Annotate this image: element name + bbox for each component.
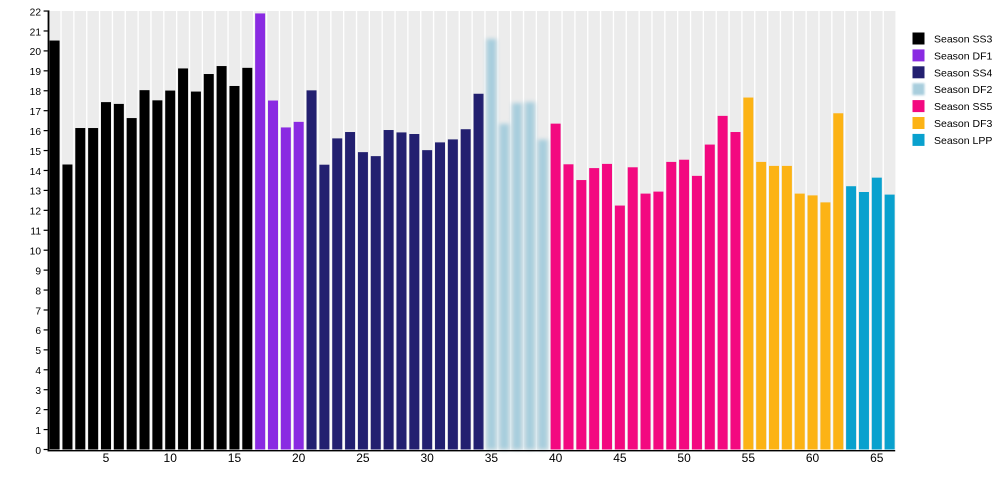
svg-text:1: 1 — [35, 426, 41, 437]
svg-text:5: 5 — [35, 346, 41, 357]
svg-text:Season DF2: Season DF2 — [934, 84, 993, 96]
svg-text:25: 25 — [356, 451, 370, 465]
svg-text:0: 0 — [35, 446, 41, 457]
svg-text:21: 21 — [30, 27, 42, 38]
svg-text:30: 30 — [420, 451, 434, 465]
svg-text:55: 55 — [742, 451, 756, 465]
svg-text:17: 17 — [30, 107, 42, 118]
svg-text:Season DF1: Season DF1 — [934, 50, 993, 62]
svg-text:20: 20 — [292, 451, 306, 465]
svg-text:60: 60 — [806, 451, 820, 465]
svg-text:45: 45 — [613, 451, 627, 465]
svg-text:Season SS4: Season SS4 — [934, 67, 993, 79]
svg-text:Season SS3: Season SS3 — [934, 34, 993, 46]
svg-text:50: 50 — [677, 451, 691, 465]
svg-text:13: 13 — [30, 187, 42, 198]
svg-text:Season SS5: Season SS5 — [934, 101, 993, 113]
svg-text:11: 11 — [30, 227, 41, 238]
svg-text:19: 19 — [30, 67, 42, 78]
svg-text:65: 65 — [870, 451, 884, 465]
svg-text:40: 40 — [549, 451, 563, 465]
svg-text:10: 10 — [164, 451, 178, 465]
svg-text:3: 3 — [35, 386, 41, 397]
svg-text:10: 10 — [30, 247, 42, 258]
svg-text:Season DF3: Season DF3 — [934, 118, 993, 130]
svg-text:22: 22 — [30, 7, 42, 18]
svg-text:2: 2 — [35, 406, 41, 417]
svg-text:9: 9 — [35, 266, 41, 277]
svg-text:Season LPP: Season LPP — [934, 135, 992, 147]
svg-text:8: 8 — [35, 286, 41, 297]
svg-text:7: 7 — [35, 306, 41, 317]
svg-text:12: 12 — [30, 207, 42, 218]
svg-text:20: 20 — [30, 47, 42, 58]
svg-text:4: 4 — [35, 366, 41, 377]
svg-text:6: 6 — [35, 326, 41, 337]
svg-text:18: 18 — [30, 87, 42, 98]
svg-text:15: 15 — [30, 147, 42, 158]
svg-text:35: 35 — [485, 451, 499, 465]
svg-text:5: 5 — [103, 451, 110, 465]
svg-text:15: 15 — [228, 451, 242, 465]
svg-text:14: 14 — [30, 167, 42, 178]
svg-text:16: 16 — [30, 127, 42, 138]
